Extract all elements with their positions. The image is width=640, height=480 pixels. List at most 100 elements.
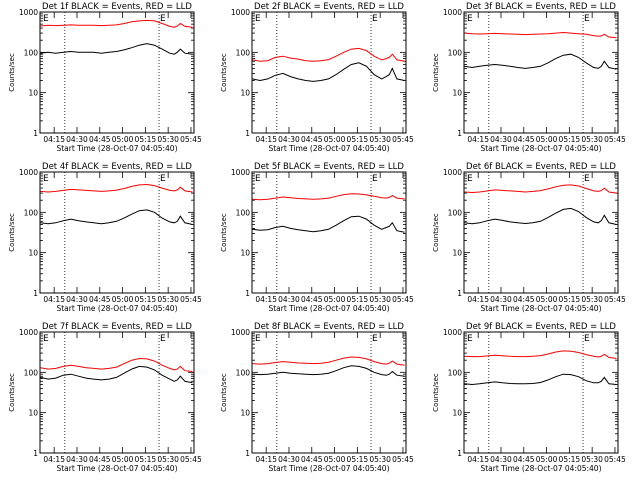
chart-panel-5: Det 5f BLACK = Events, RED = LLD 1 10 100 10… [220,162,414,313]
flag-label-1: E [467,334,473,344]
x-axis-label: Start Time (28-Oct-07 04:05:40) [56,144,177,153]
y-tick-label: 1 [33,289,38,298]
x-tick-label: 04:15 [255,135,277,144]
x-tick-label: 04:30 [490,455,512,464]
y-tick-label: 100 [448,48,463,57]
flag-label-1: E [255,174,261,184]
y-tick-label: 100 [236,208,251,217]
y-tick-label: 100 [24,368,39,377]
x-tick-label: 05:15 [559,135,581,144]
plot-frame [463,171,619,294]
chart-title: Det 8f BLACK = Events, RED = LLD [254,322,404,332]
events-line [252,365,405,377]
lld-line [40,357,193,372]
y-tick-label: 1000 [231,168,250,177]
x-tick-label: 05:45 [392,135,414,144]
x-tick-label: 05:15 [135,135,157,144]
events-line [252,215,405,233]
x-tick-label: 05:30 [581,135,603,144]
x-tick-label: 04:15 [255,455,277,464]
x-tick-label: 04:45 [301,295,323,304]
y-tick-label: 10 [28,409,38,418]
plot-frame [39,331,195,454]
x-tick-label: 04:30 [66,135,88,144]
x-tick-label: 05:45 [180,295,202,304]
flag-label-2: E [160,14,166,24]
flag-label-2: E [372,174,378,184]
flag-label-1: E [255,14,261,24]
chart-panel-8: Det 8f BLACK = Events, RED = LLD 1 10 100 10… [220,322,414,473]
y-axis-label: Counts/sec [8,53,16,92]
x-tick-label: 04:15 [43,295,65,304]
y-tick-label: 10 [452,409,462,418]
y-tick-label: 1 [245,289,250,298]
events-line [252,62,405,82]
y-tick-label: 1 [33,129,38,138]
flag-label-2: E [584,174,590,184]
chart-title: Det 7f BLACK = Events, RED = LLD [42,322,192,332]
events-line [464,373,617,386]
events-line [40,209,193,225]
y-axis-label: Counts/sec [8,213,16,252]
y-axis-label: Counts/sec [220,373,228,412]
x-tick-label: 04:45 [513,295,535,304]
chart-panel-2: Det 2f BLACK = Events, RED = LLD 1 10 100 10… [220,2,414,153]
x-axis-label: Start Time (28-Oct-07 04:05:40) [268,144,389,153]
x-tick-label: 05:00 [536,295,558,304]
x-tick-label: 05:30 [581,455,603,464]
chart-title: Det 9f BLACK = Events, RED = LLD [466,322,616,332]
x-tick-label: 05:30 [369,135,391,144]
y-tick-label: 10 [28,249,38,258]
x-tick-label: 05:30 [369,455,391,464]
y-tick-label: 1000 [443,8,462,17]
lld-line [464,31,617,39]
x-tick-label: 04:45 [513,135,535,144]
y-tick-label: 1 [457,449,462,458]
events-line [40,365,193,384]
flag-label-1: E [43,174,49,184]
y-tick-label: 1000 [231,328,250,337]
x-tick-label: 04:30 [278,455,300,464]
x-axis-label: Start Time (28-Oct-07 04:05:40) [268,464,389,473]
x-tick-label: 04:45 [89,135,111,144]
x-tick-label: 05:15 [347,455,369,464]
y-tick-label: 1000 [19,168,38,177]
flag-label-2: E [372,334,378,344]
y-axis-label: Counts/sec [220,53,228,92]
y-axis-label: Counts/sec [8,373,16,412]
chart-title: Det 3f BLACK = Events, RED = LLD [466,2,616,12]
x-tick-label: 04:45 [301,135,323,144]
x-tick-label: 04:30 [66,295,88,304]
x-tick-label: 05:45 [180,455,202,464]
x-axis-label: Start Time (28-Oct-07 04:05:40) [480,464,601,473]
x-tick-label: 05:00 [112,455,134,464]
x-tick-label: 04:15 [467,455,489,464]
y-tick-label: 1000 [231,8,250,17]
plot-frame [463,11,619,134]
chart-panel-4: Det 4f BLACK = Events, RED = LLD 1 10 100 10… [8,162,202,313]
flag-label-2: E [160,334,166,344]
x-tick-label: 05:00 [112,135,134,144]
x-axis-label: Start Time (28-Oct-07 04:05:40) [268,304,389,313]
y-tick-label: 1 [245,449,250,458]
x-tick-label: 05:00 [324,135,346,144]
y-axis-label: Counts/sec [432,373,440,412]
y-axis-label: Counts/sec [432,213,440,252]
plot-frame [39,171,195,294]
x-tick-label: 05:00 [112,295,134,304]
plot-frame [251,171,407,294]
chart-title: Det 6f BLACK = Events, RED = LLD [466,162,616,172]
x-tick-label: 05:30 [157,135,179,144]
chart-panel-9: Det 9f BLACK = Events, RED = LLD 1 10 100 10… [432,322,626,473]
x-tick-label: 05:00 [324,295,346,304]
chart-panel-7: Det 7f BLACK = Events, RED = LLD 1 10 100 10… [8,322,202,473]
x-axis-label: Start Time (28-Oct-07 04:05:40) [480,144,601,153]
x-tick-label: 04:15 [255,295,277,304]
x-tick-label: 04:30 [278,295,300,304]
flag-label-1: E [467,174,473,184]
x-tick-label: 05:00 [536,455,558,464]
x-tick-label: 05:15 [347,135,369,144]
y-tick-label: 100 [24,208,39,217]
y-tick-label: 1 [33,449,38,458]
